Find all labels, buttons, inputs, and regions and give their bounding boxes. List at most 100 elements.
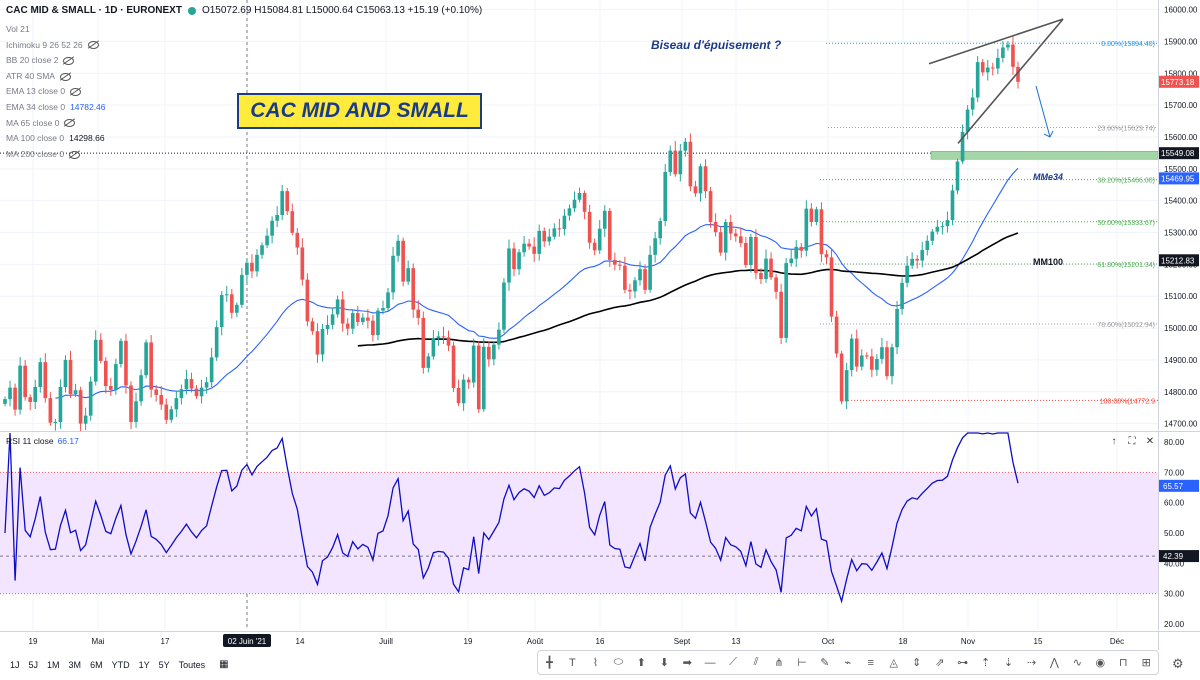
short-position-icon[interactable]: ⇣: [1003, 657, 1014, 669]
candle-body: [733, 233, 738, 237]
indicator-row[interactable]: BB 20 close 2: [6, 53, 106, 69]
long-position-icon[interactable]: ⇡: [980, 657, 991, 669]
ellipse-icon[interactable]: ⬭: [613, 656, 624, 668]
fib-icon[interactable]: ≡: [867, 656, 875, 669]
path-icon[interactable]: ⌇: [592, 657, 599, 669]
candle-body: [134, 401, 138, 423]
candle-body: [567, 208, 572, 216]
goto-date-icon[interactable]: ▦: [219, 659, 229, 670]
candle-body: [784, 263, 788, 338]
indicator-label: MA 200 close 0: [6, 148, 65, 159]
price-tick-label: 14800.00: [1164, 388, 1198, 397]
magnet-icon[interactable]: ⊓: [1119, 657, 1128, 669]
measure-icon[interactable]: ⊶: [957, 657, 969, 669]
range-button-ytd[interactable]: YTD: [111, 659, 130, 670]
arrow-up-icon[interactable]: ⬆: [636, 657, 646, 669]
candle-body: [48, 398, 53, 423]
candle-body: [114, 364, 118, 390]
projection-icon[interactable]: ⇗: [935, 657, 945, 669]
candle-body: [169, 409, 174, 420]
candle-body: [28, 397, 33, 402]
candle-body: [340, 299, 345, 324]
candle-body: [53, 422, 58, 424]
indicator-row[interactable]: Vol 21: [6, 22, 106, 38]
range-button-1m[interactable]: 1M: [47, 659, 60, 670]
candle-body: [270, 220, 274, 236]
eye-icon[interactable]: ◉: [1095, 657, 1106, 669]
hidden-eye-icon[interactable]: [70, 88, 82, 97]
candle-body: [693, 186, 698, 194]
maximize-pane-icon[interactable]: ⛶: [1128, 435, 1136, 447]
price-label-text: 15773.18: [1161, 78, 1195, 87]
time-tick-label: 14: [296, 637, 305, 646]
arrow-down-icon[interactable]: ⬇: [659, 657, 669, 669]
horizontal-ray-icon[interactable]: —: [704, 656, 716, 669]
range-button-5y[interactable]: 5Y: [158, 659, 170, 670]
candle-body: [965, 109, 970, 132]
indicator-row[interactable]: MA 200 close 0: [6, 147, 106, 163]
text-icon[interactable]: T: [569, 656, 576, 669]
candle-body: [764, 258, 768, 280]
range-button-1j[interactable]: 1J: [10, 659, 20, 670]
cursor-icon[interactable]: ╋: [546, 657, 553, 669]
brush-icon[interactable]: ✎: [820, 657, 830, 669]
parallel-channel-icon[interactable]: ⫽: [753, 656, 759, 668]
candle-body: [43, 362, 48, 399]
candle-body: [592, 242, 597, 251]
gann-icon[interactable]: ◬: [889, 657, 898, 669]
range-button-1y[interactable]: 1Y: [138, 659, 150, 670]
drawings-layer: [928, 18, 1064, 144]
price-tick-label: 15800.00: [1164, 69, 1198, 78]
candle-body: [245, 262, 249, 275]
lock-icon[interactable]: ⊞: [1141, 657, 1151, 669]
indicator-row[interactable]: ATR 40 SMA: [6, 69, 106, 85]
candle-body: [623, 265, 627, 290]
candle-body: [890, 347, 894, 377]
bottom-toolbar: 1J 5J 1M 3M 6M YTD 1Y 5Y Toutes ▦: [0, 654, 1200, 675]
hidden-eye-icon[interactable]: [63, 56, 75, 65]
candle-body: [199, 387, 204, 397]
ruler-icon[interactable]: ⊢: [797, 657, 807, 669]
candle-body: [688, 141, 693, 187]
fib-level-label: 61.80%(15201.34): [1097, 262, 1155, 269]
move-up-icon[interactable]: ↑: [1111, 435, 1117, 447]
candle-body: [668, 150, 673, 172]
symbol-title[interactable]: CAC MID & SMALL · 1D · EURONEXT: [6, 5, 182, 16]
range-button-3m[interactable]: 3M: [68, 659, 82, 670]
indicator-row[interactable]: Ichimoku 9 26 52 26: [6, 38, 106, 54]
candle-body: [285, 191, 290, 212]
indicator-list: Vol 21 Ichimoku 9 26 52 26 BB 20 close 2…: [6, 22, 106, 162]
wave-icon[interactable]: ∿: [1072, 657, 1082, 669]
pattern-icon[interactable]: ⌁: [844, 657, 852, 669]
zigzag-icon[interactable]: ⋀: [1049, 657, 1059, 669]
candle-body: [461, 379, 466, 404]
range-button-6m[interactable]: 6M: [90, 659, 103, 670]
wedge-lower-line: [957, 18, 1064, 144]
trend-line-icon[interactable]: ⟋: [729, 656, 737, 668]
forecast-icon[interactable]: ⇢: [1026, 657, 1037, 669]
candle-body: [466, 379, 471, 383]
candle-body: [487, 346, 491, 360]
candle-body: [980, 62, 985, 73]
indicator-row[interactable]: EMA 34 close 0 14782.46: [6, 100, 106, 116]
hidden-eye-icon[interactable]: [69, 150, 81, 159]
price-range-icon[interactable]: ⇕: [912, 657, 922, 669]
indicator-row[interactable]: MA 65 close 0: [6, 116, 106, 132]
hidden-eye-icon[interactable]: [59, 72, 71, 81]
range-button-5j[interactable]: 5J: [28, 659, 39, 670]
candle-body: [63, 359, 68, 387]
pitchfork-icon[interactable]: ⋔: [774, 657, 784, 669]
settings-gear-icon[interactable]: ⚙: [1172, 656, 1184, 671]
close-pane-icon[interactable]: ✕: [1145, 435, 1155, 447]
indicator-row[interactable]: MA 100 close 0 14298.66: [6, 131, 106, 147]
candle-body: [905, 265, 909, 283]
candle-body: [124, 340, 128, 386]
candle-body: [582, 193, 587, 212]
range-button-toutes[interactable]: Toutes: [178, 659, 206, 670]
indicator-row[interactable]: EMA 13 close 0: [6, 84, 106, 100]
arrow-right-icon[interactable]: ➡: [682, 657, 692, 669]
hidden-eye-icon[interactable]: [87, 41, 99, 50]
hidden-eye-icon[interactable]: [64, 119, 76, 128]
